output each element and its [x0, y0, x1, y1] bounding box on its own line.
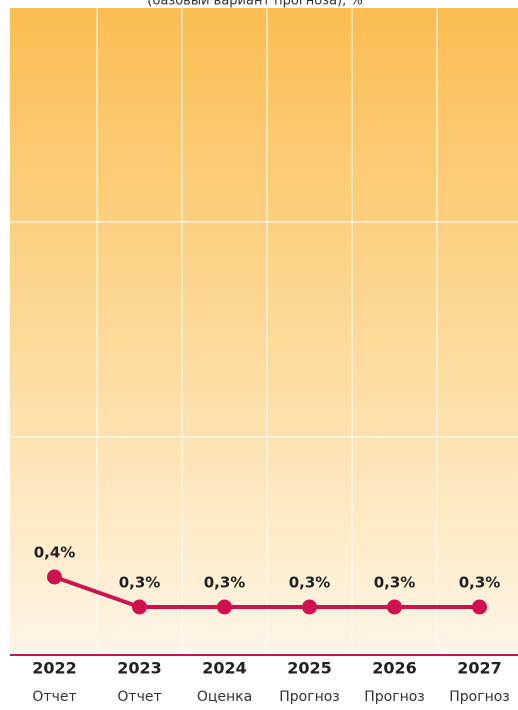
point [132, 599, 147, 615]
point [47, 569, 62, 585]
data-label: 0,3% [119, 574, 161, 592]
x-tick-label: 2027 [457, 659, 502, 678]
x-sublabel: Оценка [197, 689, 252, 705]
x-sublabel: Прогноз [364, 689, 425, 705]
chart-subtitle: (базовый вариант прогноза), % [147, 0, 362, 9]
x-tick-label: 2025 [287, 659, 332, 678]
data-label: 0,3% [459, 574, 501, 592]
data-label: 0,3% [289, 574, 331, 592]
x-sublabel: Отчет [117, 689, 161, 705]
data-label: 0,3% [374, 574, 416, 592]
point [472, 599, 487, 615]
x-sublabel: Отчет [32, 689, 76, 705]
x-tick-label: 2022 [32, 659, 77, 678]
x-sublabel: Прогноз [449, 689, 510, 705]
x-tick-label: 2026 [372, 659, 417, 678]
point [217, 599, 232, 615]
data-label: 0,3% [204, 574, 246, 592]
x-tick-label: 2024 [202, 659, 247, 678]
point [302, 599, 317, 615]
line [53, 575, 480, 609]
x-tick-label: 2023 [117, 659, 162, 678]
point [387, 599, 402, 615]
data-label: 0,4% [34, 544, 76, 562]
plot-background [10, 8, 518, 652]
x-sublabel: Прогноз [279, 689, 340, 705]
